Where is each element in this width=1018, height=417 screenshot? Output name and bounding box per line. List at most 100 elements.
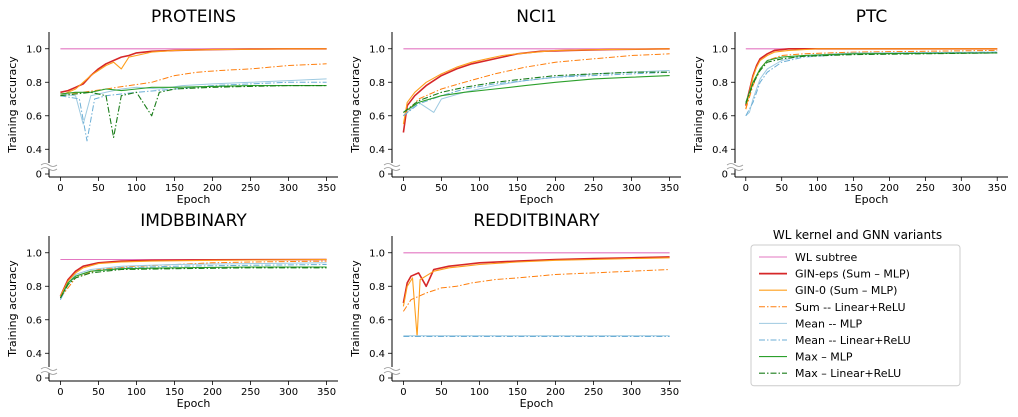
y-tick-label: 0.4 [26, 349, 42, 360]
axis-break-mark [40, 367, 58, 371]
series-line-6 [745, 52, 998, 103]
x-tick-label: 350 [988, 183, 1007, 194]
y-tick-label: 0.4 [369, 145, 385, 156]
legend: WL kernel and GNN variants WL subtree GIN-… [750, 228, 961, 387]
axis-break-mark [383, 163, 401, 167]
x-tick-label: 200 [203, 387, 222, 398]
x-tick-label: 200 [880, 183, 899, 194]
legend-box [750, 244, 961, 387]
legend-item-label: WL subtree [795, 251, 858, 264]
y-tick-label: 0.6 [26, 111, 42, 122]
series-line-2 [745, 48, 998, 110]
x-tick-label: 150 [165, 387, 184, 398]
x-tick-label: 250 [584, 387, 603, 398]
series-line-3 [402, 269, 670, 312]
x-axis-label: Epoch [855, 193, 889, 206]
series-line-2 [59, 258, 327, 297]
x-tick-label: 150 [508, 183, 527, 194]
y-tick-label: 1.0 [369, 248, 385, 259]
chart-title: PROTEINS [151, 7, 236, 27]
axis-break-mark [383, 167, 401, 171]
series-line-1 [402, 48, 670, 133]
x-tick-label: 300 [279, 183, 298, 194]
y-tick-label: 0.6 [369, 315, 385, 326]
x-tick-label: 300 [279, 387, 298, 398]
y-axis-label: Training accuracy [692, 56, 705, 154]
series-line-7 [59, 267, 327, 299]
series-line-3 [745, 49, 998, 110]
y-tick-label: 1.0 [712, 44, 728, 55]
series-line-1 [59, 258, 327, 297]
legend-item-label: Sum -- Linear+ReLU [795, 301, 906, 314]
x-tick-label: 300 [622, 387, 641, 398]
x-tick-label: 350 [317, 183, 336, 194]
series-line-3 [403, 53, 670, 117]
legend-item-label: GIN-eps (Sum – MLP) [795, 268, 910, 281]
chart-title: IMDBBINARY [140, 211, 247, 231]
x-tick-label: 0 [400, 183, 406, 194]
y-tick-label: 0.8 [26, 78, 42, 89]
x-tick-label: 150 [165, 183, 184, 194]
legend-item-label: Max – Linear+ReLU [795, 367, 901, 380]
legend-item-label: Mean -- MLP [795, 317, 863, 330]
series-line-6 [59, 266, 327, 299]
y-tick-label: 0.4 [369, 349, 385, 360]
axis-break-mark [726, 167, 744, 171]
axis-break-mark [383, 371, 401, 375]
chart-panel-3: IMDBBINARY 0 0.4 0.6 0.8 1.0 0 50 100 150 200 250 30… [6, 211, 338, 410]
series-line-2 [402, 48, 670, 125]
y-tick-label: 0.6 [369, 111, 385, 122]
x-tick-label: 100 [127, 387, 146, 398]
x-tick-label: 50 [92, 183, 105, 194]
y-tick-label: 1.0 [26, 44, 42, 55]
chart-title: REDDITBINARY [473, 211, 600, 231]
x-tick-label: 50 [435, 183, 448, 194]
y-tick-label: 0 [36, 170, 42, 181]
x-tick-label: 200 [546, 387, 565, 398]
axis-break-mark [40, 371, 58, 375]
x-tick-label: 250 [241, 183, 260, 194]
y-tick-label: 0.8 [712, 78, 728, 89]
series-line-5 [745, 51, 998, 117]
x-tick-label: 350 [317, 387, 336, 398]
x-tick-label: 350 [660, 387, 679, 398]
series-line-5 [403, 71, 670, 117]
x-tick-label: 50 [775, 183, 788, 194]
y-tick-label: 0.6 [712, 111, 728, 122]
x-tick-label: 300 [952, 183, 971, 194]
series-line-5 [60, 81, 327, 142]
y-tick-label: 1.0 [26, 248, 42, 259]
x-tick-label: 100 [127, 183, 146, 194]
x-axis-label: Epoch [520, 397, 554, 410]
y-tick-label: 0.4 [26, 145, 42, 156]
y-axis-label: Training accuracy [349, 260, 362, 358]
series-line-2 [402, 257, 670, 338]
y-tick-label: 0.4 [712, 145, 728, 156]
y-tick-label: 0.6 [26, 315, 42, 326]
x-axis-label: Epoch [177, 193, 211, 206]
chart-title: NCI1 [516, 7, 556, 27]
x-tick-label: 50 [435, 387, 448, 398]
y-tick-label: 0 [379, 170, 385, 181]
x-tick-label: 50 [92, 387, 105, 398]
chart-title: PTC [856, 7, 888, 27]
x-tick-label: 150 [844, 183, 863, 194]
series-line-4 [60, 78, 327, 125]
y-tick-label: 0 [36, 374, 42, 385]
series-line-7 [403, 71, 670, 113]
x-tick-label: 100 [470, 183, 489, 194]
legend-title: WL kernel and GNN variants [773, 228, 942, 242]
x-tick-label: 300 [622, 183, 641, 194]
y-tick-label: 0 [722, 170, 728, 181]
x-tick-label: 250 [241, 387, 260, 398]
y-tick-label: 0.8 [369, 282, 385, 293]
chart-panel-1: NCI1 0 0.4 0.6 0.8 1.0 0 50 100 150 200 250 300 350 Ep… [349, 7, 681, 206]
series-line-2 [60, 48, 327, 97]
series-line-6 [403, 75, 670, 113]
chart-panel-2: PTC 0 0.4 0.6 0.8 1.0 0 50 100 150 200 250 300 350 Epo… [692, 7, 1008, 206]
x-tick-label: 200 [203, 183, 222, 194]
x-tick-label: 0 [743, 183, 749, 194]
y-axis-label: Training accuracy [6, 56, 19, 154]
y-tick-label: 0.8 [369, 78, 385, 89]
x-tick-label: 150 [508, 387, 527, 398]
